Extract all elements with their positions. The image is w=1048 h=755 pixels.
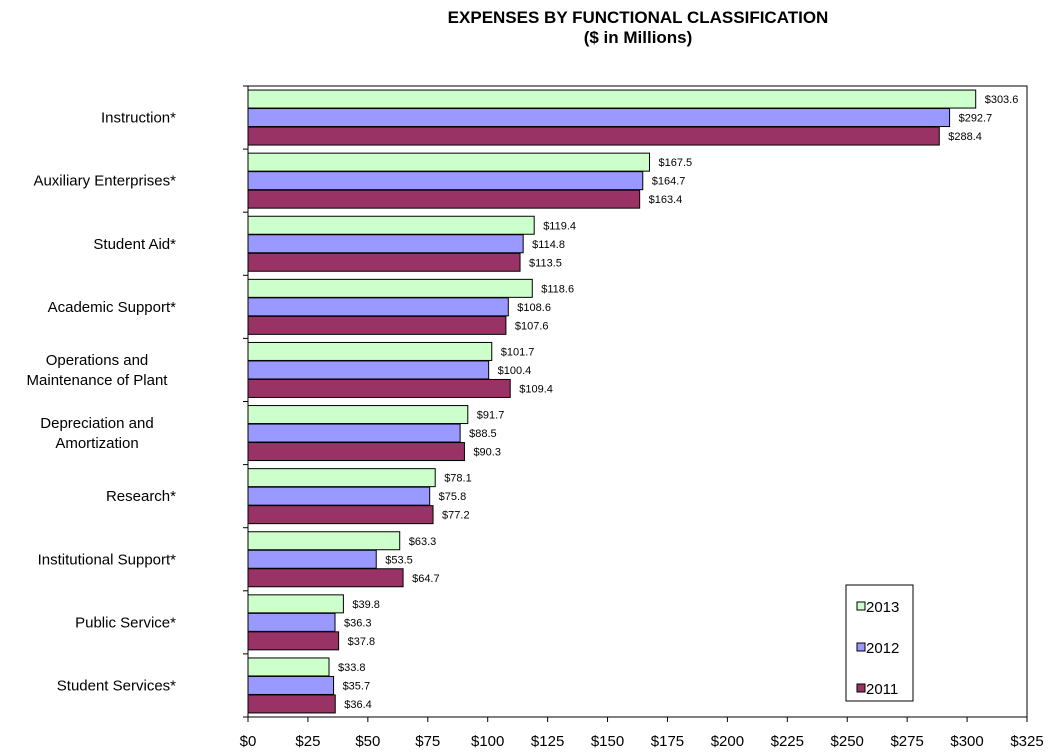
x-tick-label: $0: [240, 733, 257, 750]
legend-label-2012: 2012: [866, 640, 899, 657]
x-tick-label: $175: [651, 733, 684, 750]
data-label-2012: $75.8: [439, 491, 467, 503]
data-label-2013: $303.6: [985, 94, 1019, 106]
bar-2012: [247, 234, 524, 254]
data-label-2013: $101.7: [501, 346, 535, 358]
x-tick-label: $300: [950, 733, 983, 750]
x-tick-label: $275: [890, 733, 923, 750]
data-label-2013: $33.8: [338, 662, 366, 674]
data-label-2011: $77.2: [442, 510, 470, 522]
bar-2012: [247, 612, 336, 632]
data-label-2011: $288.4: [948, 131, 982, 143]
x-tick-label: $250: [831, 733, 864, 750]
data-label-2013: $167.5: [658, 157, 692, 169]
bar-2011: [247, 568, 404, 588]
category-label: Public Service*: [75, 614, 176, 631]
data-label-2011: $36.4: [344, 699, 372, 711]
bar-2012: [247, 108, 951, 128]
category-label: Student Aid*: [93, 236, 176, 253]
data-label-2012: $36.3: [344, 617, 372, 629]
category-label: Research*: [106, 488, 176, 505]
bar-2012: [247, 423, 461, 443]
data-label-2012: $164.7: [652, 176, 686, 188]
legend-swatch-2012: [856, 642, 866, 652]
bar-2012: [247, 549, 377, 569]
legend-swatch-2013: [856, 601, 866, 611]
x-tick-label: $325: [1010, 733, 1043, 750]
data-label-2011: $64.7: [412, 573, 440, 585]
chart-subtitle: ($ in Millions): [583, 28, 693, 47]
x-tick-label: $225: [771, 733, 804, 750]
data-label-2013: $118.6: [541, 283, 574, 295]
category-label: Auxiliary Enterprises*: [33, 173, 176, 190]
bar-2011: [247, 378, 511, 398]
x-tick-label: $50: [355, 733, 380, 750]
data-label-2013: $63.3: [409, 536, 437, 548]
data-label-2013: $91.7: [477, 410, 505, 422]
data-label-2011: $90.3: [473, 447, 501, 459]
bar-2011: [247, 505, 434, 525]
bar-2013: [247, 215, 535, 235]
bar-2013: [247, 405, 469, 425]
bar-2012: [247, 486, 431, 506]
chart-title: EXPENSES BY FUNCTIONAL CLASSIFICATION: [447, 8, 829, 27]
bar-2013: [247, 531, 401, 551]
data-label-2011: $37.8: [348, 636, 376, 648]
data-label-2011: $163.4: [649, 194, 683, 206]
bar-2013: [247, 341, 493, 361]
x-tick-label: $125: [531, 733, 564, 750]
data-label-2011: $113.5: [529, 257, 562, 269]
x-tick-label: $100: [471, 733, 504, 750]
bar-2012: [247, 171, 644, 191]
data-label-2012: $108.6: [517, 302, 551, 314]
bar-2013: [247, 278, 533, 298]
data-label-2012: $53.5: [385, 554, 413, 566]
data-label-2012: $114.8: [532, 239, 565, 251]
category-label: Academic Support*: [48, 299, 177, 316]
bar-2011: [247, 631, 340, 651]
data-label-2013: $39.8: [352, 599, 380, 611]
legend-swatch-2011: [856, 683, 866, 693]
bar-2012: [247, 360, 490, 380]
category-label: Institutional Support*: [38, 551, 177, 568]
bar-2013: [247, 594, 344, 614]
x-tick-label: $150: [591, 733, 624, 750]
category-label: Depreciation and Amortization: [40, 415, 153, 452]
bar-2011: [247, 442, 465, 462]
category-label: Instruction*: [101, 110, 176, 127]
category-label: Operations and Maintenance of Plant: [27, 352, 169, 389]
bar-2013: [247, 152, 650, 172]
category-label: Student Services*: [57, 677, 176, 694]
data-label-2013: $78.1: [444, 473, 472, 485]
data-label-2011: $109.4: [519, 383, 553, 395]
legend-label-2013: 2013: [866, 599, 899, 616]
bar-2012: [247, 297, 509, 317]
bar-2013: [247, 468, 436, 488]
bar-2011: [247, 694, 336, 714]
data-label-2012: $35.7: [343, 680, 371, 692]
legend-label-2011: 2011: [866, 681, 898, 698]
x-tick-label: $25: [295, 733, 320, 750]
x-tick-label: $200: [711, 733, 744, 750]
bar-2012: [247, 675, 335, 695]
bar-2013: [247, 657, 330, 677]
bar-2011: [247, 252, 521, 272]
data-label-2012: $100.4: [498, 365, 532, 377]
x-tick-label: $75: [415, 733, 440, 750]
bar-2011: [247, 315, 507, 335]
data-label-2012: $292.7: [959, 113, 993, 125]
data-label-2013: $119.4: [543, 220, 576, 232]
bar-2011: [247, 126, 940, 146]
bar-2013: [247, 89, 977, 109]
data-label-2011: $107.6: [515, 320, 549, 332]
bar-2011: [247, 189, 641, 209]
data-label-2012: $88.5: [469, 428, 497, 440]
